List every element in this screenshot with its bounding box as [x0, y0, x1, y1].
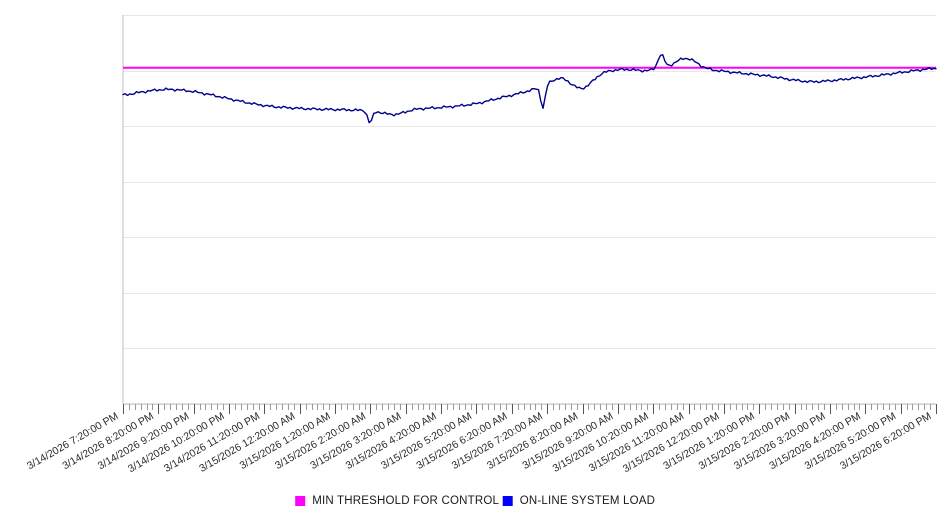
chart-legend: MIN THRESHOLD FOR CONTROL ON-LINE SYSTEM …: [295, 495, 655, 507]
legend-item-label: MIN THRESHOLD FOR CONTROL: [312, 495, 499, 507]
series-on-line-system-load: [122, 54, 937, 124]
x-axis-minor-ticks: [123, 404, 937, 410]
x-axis-tick-labels: 3/14/2026 7:20:00 PM3/14/2026 8:20:00 PM…: [25, 410, 933, 475]
legend-swatch: [502, 496, 513, 506]
legend-item-label: ON-LINE SYSTEM LOAD: [520, 495, 655, 507]
legend-swatch: [295, 496, 306, 506]
x-axis-major-ticks: [123, 404, 937, 414]
